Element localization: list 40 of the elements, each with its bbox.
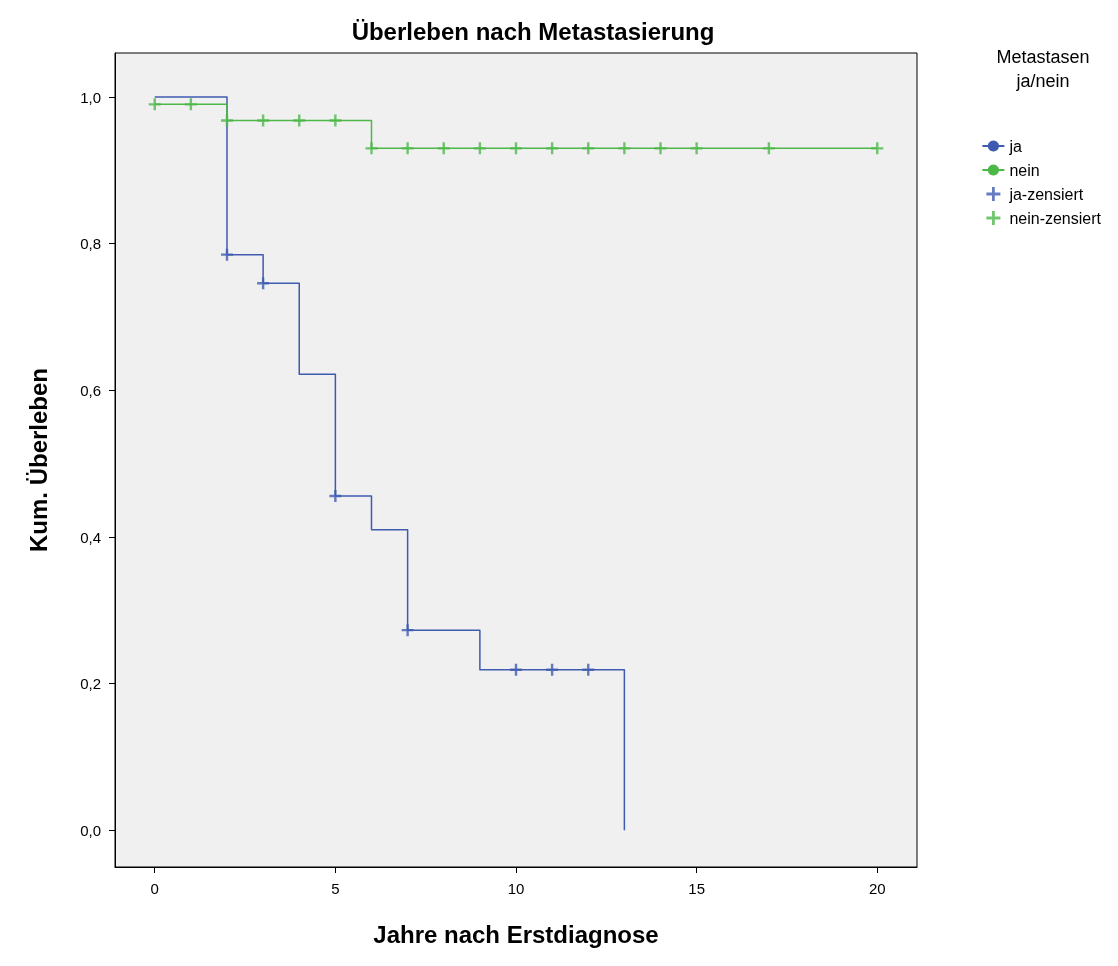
point: [148, 98, 161, 111]
legend-label: nein: [1009, 161, 1040, 179]
legend-label: ja: [1008, 137, 1022, 155]
x-tick-label: 15: [688, 880, 705, 897]
point: [762, 142, 775, 155]
point: [329, 114, 342, 127]
point: [437, 142, 450, 155]
y-tick-label: 0,0: [80, 821, 101, 839]
point: [293, 114, 306, 127]
point: [365, 142, 378, 155]
x-tick-label: 5: [331, 880, 340, 897]
legend-label: nein-zensiert: [1009, 209, 1102, 227]
y-tick-label: 0,2: [80, 675, 101, 693]
point: [257, 114, 270, 127]
point: [473, 142, 486, 155]
legend-label: ja-zensiert: [1008, 185, 1084, 203]
point: [220, 248, 233, 261]
point: [654, 142, 667, 155]
point: [690, 142, 703, 155]
point: [401, 624, 414, 637]
point: [582, 142, 595, 155]
y-tick-label: 1,0: [80, 88, 101, 106]
y-tick-label: 0,6: [80, 381, 101, 399]
point: [401, 142, 414, 155]
legend-title: Metastasen ja/nein: [996, 47, 1090, 91]
y-tick-label: 0,8: [80, 235, 101, 253]
point: [510, 142, 522, 155]
point: [871, 142, 884, 155]
chart-title: Überleben nach Metastasierung: [351, 17, 715, 45]
point: [220, 114, 233, 127]
x-axis-title: Jahre nach Erstdiagnose: [373, 920, 659, 948]
x-tick-label: 20: [868, 880, 886, 897]
x-tick-label: 10: [507, 880, 525, 897]
x-tick-label: 0: [150, 880, 159, 897]
point: [618, 142, 631, 155]
point: [329, 489, 342, 502]
point: [546, 142, 559, 155]
y-tick-label: 0,4: [80, 528, 101, 546]
point: [184, 98, 197, 111]
y-axis-title: Kum. Überleben: [24, 367, 52, 553]
